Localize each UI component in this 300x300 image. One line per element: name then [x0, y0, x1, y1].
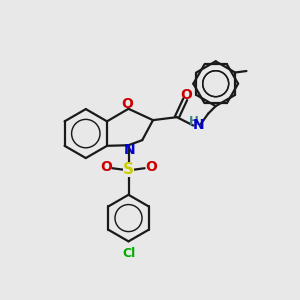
Text: O: O	[122, 97, 133, 111]
Text: H: H	[189, 115, 199, 128]
Text: O: O	[145, 160, 157, 174]
Text: Cl: Cl	[122, 247, 135, 260]
Text: O: O	[100, 160, 112, 174]
Text: O: O	[181, 88, 192, 102]
Text: S: S	[123, 162, 134, 177]
Text: N: N	[123, 143, 135, 157]
Text: N: N	[192, 118, 204, 132]
